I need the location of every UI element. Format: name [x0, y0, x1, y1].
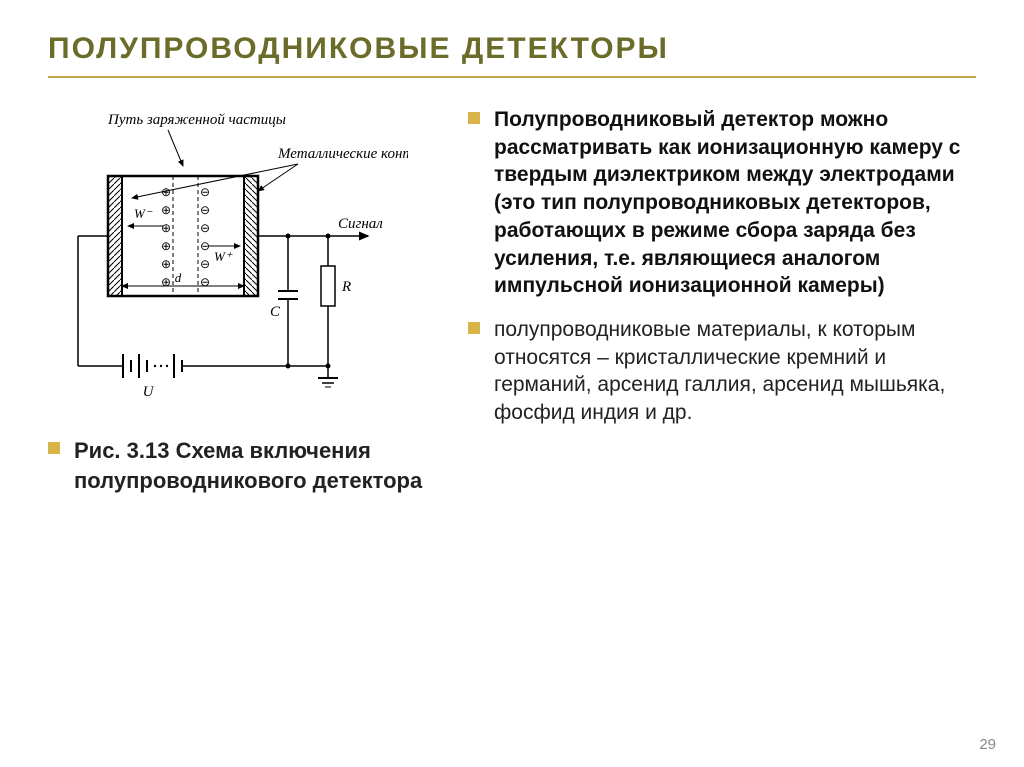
label-signal: Сигнал [338, 216, 383, 232]
svg-text:⊖: ⊖ [200, 257, 210, 271]
content-columns: Путь заряженной частицы Металлические ко… [48, 106, 976, 511]
paragraph-1: Полупроводниковый детектор можно рассмат… [494, 106, 976, 300]
label-w-minus: W⁻ [134, 206, 153, 221]
label-u: U [143, 384, 155, 400]
svg-text:⊕: ⊕ [161, 203, 171, 217]
svg-text:⊖: ⊖ [200, 185, 210, 199]
label-d: d [175, 270, 182, 285]
svg-text:⊕: ⊕ [161, 185, 171, 199]
svg-text:⊖: ⊖ [200, 203, 210, 217]
svg-text:⊖: ⊖ [200, 275, 210, 289]
paragraph-2: полупроводниковые материалы, к которым о… [494, 316, 976, 427]
label-r: R [341, 279, 351, 295]
bullet-icon [468, 322, 480, 334]
label-w-plus: W⁺ [214, 249, 233, 264]
svg-text:⊕: ⊕ [161, 257, 171, 271]
caption-item: Рис. 3.13 Схема включения полупроводнико… [48, 436, 428, 495]
page-title: ПОЛУПРОВОДНИКОВЫЕ ДЕТЕКТОРЫ [48, 32, 976, 78]
bullet-icon [48, 442, 60, 454]
label-particle-path: Путь заряженной частицы [107, 112, 286, 128]
svg-text:⊕: ⊕ [161, 239, 171, 253]
circuit-diagram: Путь заряженной частицы Металлические ко… [48, 106, 408, 406]
left-column: Путь заряженной частицы Металлические ко… [48, 106, 428, 511]
paragraph-1-item: Полупроводниковый детектор можно рассмат… [468, 106, 976, 300]
paragraph-2-item: полупроводниковые материалы, к которым о… [468, 316, 976, 427]
right-column: Полупроводниковый детектор можно рассмат… [468, 106, 976, 511]
svg-text:⊖: ⊖ [200, 221, 210, 235]
bullet-icon [468, 112, 480, 124]
svg-text:⊕: ⊕ [161, 221, 171, 235]
label-c: C [270, 304, 281, 320]
svg-text:⊕: ⊕ [161, 275, 171, 289]
slide-number: 29 [979, 736, 996, 753]
label-contacts: Металлические контакты [277, 146, 408, 162]
figure-caption: Рис. 3.13 Схема включения полупроводнико… [74, 436, 428, 495]
